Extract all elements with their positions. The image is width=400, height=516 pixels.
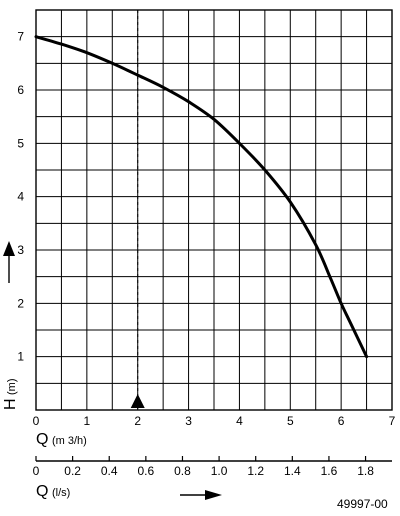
- secondary-x-tick-label: 0: [33, 464, 40, 478]
- secondary-x-tick-label: 1.2: [247, 464, 264, 478]
- x-axis-ticks: 0 1 2 3 4 5 6 7: [33, 414, 396, 428]
- x-tick-label: 7: [389, 414, 396, 428]
- y-tick-label: 1: [17, 350, 24, 364]
- y-axis-label-unit: (m): [6, 379, 18, 396]
- footer-code: 49997-00: [337, 497, 388, 511]
- y-tick-label: 7: [17, 30, 24, 44]
- y-tick-label: 4: [17, 190, 24, 204]
- x-tick-label: 2: [134, 414, 141, 428]
- x-axis-label-main: Q: [36, 431, 48, 448]
- secondary-x-tick-label: 1.0: [211, 464, 228, 478]
- secondary-x-tick-label: 0.4: [101, 464, 118, 478]
- x-tick-label: 3: [185, 414, 192, 428]
- y-axis-ticks: 1 2 3 4 5 6 7: [17, 30, 24, 364]
- secondary-x-tick-label: 0.6: [138, 464, 155, 478]
- y-axis-arrow-icon: [3, 241, 15, 283]
- x-tick-label: 5: [287, 414, 294, 428]
- secondary-x-tick-label: 0.8: [174, 464, 191, 478]
- secondary-x-tick-label: 1.4: [284, 464, 301, 478]
- y-tick-label: 3: [17, 243, 24, 257]
- pump-curve-line: [34, 35, 369, 359]
- plot-frame: [35, 9, 393, 411]
- y-tick-label: 5: [17, 136, 24, 150]
- x-tick-label: 6: [338, 414, 345, 428]
- y-axis-label: H (m): [2, 379, 19, 411]
- y-axis-label-main: H: [2, 398, 19, 410]
- grid: [36, 10, 392, 410]
- x-tick-label: 0: [33, 414, 40, 428]
- x-tick-label: 4: [236, 414, 243, 428]
- y-tick-label: 6: [17, 83, 24, 97]
- x-tick-label: 1: [84, 414, 91, 428]
- x-axis-arrow-icon: [180, 490, 222, 500]
- secondary-x-tick-label: 1.6: [321, 464, 338, 478]
- secondary-x-tick-label: 1.8: [357, 464, 374, 478]
- y-tick-label: 2: [17, 296, 24, 310]
- secondary-x-tick-label: 0.2: [64, 464, 81, 478]
- secondary-x-axis-label-main: Q: [36, 483, 48, 500]
- secondary-x-axis-ticks: 0 0.2 0.4 0.6 0.8 1.0 1.2 1.4 1.6 1.8: [33, 456, 374, 478]
- operating-point-triangle-icon: [130, 394, 145, 408]
- x-axis-label-unit: (m 3/h): [52, 435, 87, 447]
- secondary-x-axis-label-unit: (l/s): [52, 487, 70, 499]
